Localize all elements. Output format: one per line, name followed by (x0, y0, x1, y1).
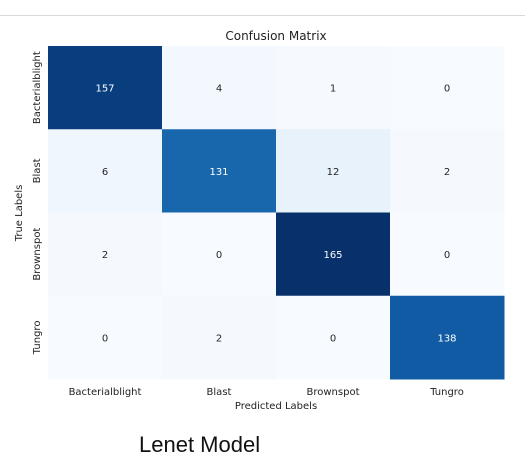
cell-value-label: 2 (102, 250, 108, 261)
x-axis-label: Predicted Labels (235, 401, 317, 412)
x-tick-label: Bacterialblight (69, 387, 142, 398)
y-axis-label: True Labels (14, 185, 25, 243)
heatmap-cell (48, 295, 163, 380)
cell-value-label: 0 (444, 84, 450, 95)
heatmap-cell (162, 212, 277, 297)
heatmap-cell (390, 295, 505, 380)
heatmap-cell (162, 129, 277, 213)
cell-value-label: 4 (216, 84, 222, 95)
cell-value-label: 157 (95, 84, 114, 95)
heatmap-cell (276, 129, 391, 213)
heatmap-cell (48, 212, 163, 297)
heatmap-cell (390, 129, 505, 213)
cell-value-label: 1 (330, 84, 336, 95)
y-tick-label: Brownspot (32, 228, 43, 281)
y-tick-label: Bacterialblight (32, 51, 43, 124)
heatmap-cell (390, 212, 505, 297)
chart-title: Confusion Matrix (225, 29, 326, 43)
y-tick-labels: Bacterialblight Blast Brownspot Tungro (32, 51, 43, 355)
heatmap-cell (162, 295, 277, 380)
cell-value-label: 12 (327, 167, 340, 178)
cell-value-label: 131 (209, 167, 228, 178)
x-tick-label: Blast (207, 387, 232, 398)
cell-value-label: 165 (323, 250, 342, 261)
heatmap-cell (276, 295, 391, 380)
cell-value-label: 0 (330, 333, 336, 344)
cell-value-label: 0 (444, 250, 450, 261)
cell-value-label: 6 (102, 167, 108, 178)
x-tick-labels: Bacterialblight Blast Brownspot Tungro (69, 387, 464, 398)
heatmap-cell (390, 46, 505, 130)
cell-value-label: 2 (444, 167, 450, 178)
top-divider (0, 15, 525, 16)
heatmap-cells: 157 4 1 0 6 131 12 2 2 0 165 0 0 2 0 138 (48, 46, 505, 380)
cell-value-label: 0 (102, 333, 108, 344)
model-caption: Lenet Model (139, 432, 261, 457)
heatmap-cell (162, 46, 277, 130)
cell-value-label: 138 (437, 333, 456, 344)
cell-value-label: 0 (216, 250, 222, 261)
cell-value-label: 2 (216, 333, 222, 344)
y-tick-label: Tungro (32, 321, 43, 356)
x-tick-label: Brownspot (307, 387, 360, 398)
heatmap-cell (276, 46, 391, 130)
heatmap-cell (48, 46, 163, 130)
confusion-matrix-chart: Confusion Matrix 157 4 1 06 131 12 22 0 165 00 2 0 1… (14, 29, 505, 412)
y-tick-label: Blast (32, 158, 43, 183)
x-tick-label: Tungro (429, 387, 464, 398)
heatmap-cell (276, 212, 391, 297)
heatmap-cell (48, 129, 163, 213)
